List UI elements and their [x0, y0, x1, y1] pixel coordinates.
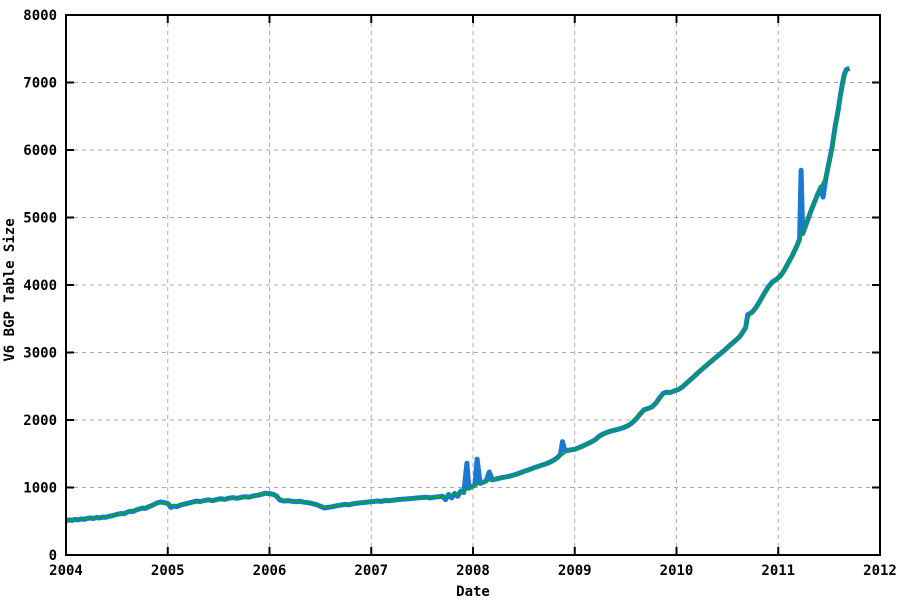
x-axis-title: Date [456, 584, 490, 600]
y-tick-label: 6000 [23, 143, 57, 159]
y-tick-label: 2000 [23, 413, 57, 429]
y-axis-title: V6 BGP Table Size [2, 218, 18, 361]
y-tick-label: 4000 [23, 278, 57, 294]
x-tick-label: 2009 [558, 563, 592, 579]
x-tick-labels: 2004 2005 2006 2007 2008 2009 2010 2011 2012 [49, 563, 897, 579]
x-tick-label: 2005 [151, 563, 185, 579]
x-tick-label: 2010 [660, 563, 694, 579]
y-tick-label: 5000 [23, 211, 57, 227]
x-tick-label: 2006 [253, 563, 287, 579]
x-tick-label: 2012 [863, 563, 897, 579]
y-tick-label: 1000 [23, 481, 57, 497]
x-tick-label: 2011 [761, 563, 795, 579]
data-series [65, 65, 851, 524]
x-tick-label: 2008 [456, 563, 490, 579]
y-tick-labels: 0 1000 2000 3000 4000 5000 6000 7000 8000 [23, 8, 57, 564]
y-tick-label: 8000 [23, 8, 57, 24]
y-tick-label: 7000 [23, 76, 57, 92]
y-tick-label: 0 [49, 548, 57, 564]
smoothed-trend-line [65, 68, 850, 522]
y-tick-label: 3000 [23, 346, 57, 362]
daily-measurements-line [65, 65, 851, 524]
x-tick-label: 2004 [49, 563, 83, 579]
gridlines [66, 15, 880, 555]
plot-border [65, 14, 881, 556]
x-tick-label: 2007 [354, 563, 388, 579]
plot-frame [65, 14, 881, 556]
